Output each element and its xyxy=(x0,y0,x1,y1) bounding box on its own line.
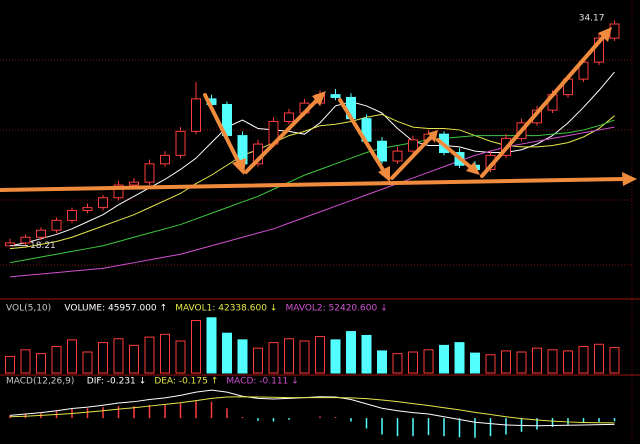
volume-bar xyxy=(594,343,604,374)
volume-bar xyxy=(268,342,279,374)
volume-bar xyxy=(439,344,449,374)
candle-body xyxy=(98,197,108,209)
legend-arrow: ↓ xyxy=(139,377,147,387)
volume-bar xyxy=(160,333,170,374)
volume-bar xyxy=(5,355,15,374)
volume-bar xyxy=(315,336,325,374)
volume-bar xyxy=(222,332,232,374)
candle-body xyxy=(330,94,341,98)
volume-bar xyxy=(454,342,465,374)
volume-bar xyxy=(423,349,434,374)
legend-arrow: ↑ xyxy=(211,377,219,387)
volume-bar xyxy=(237,339,248,374)
volume-bar xyxy=(516,351,527,374)
dif-line xyxy=(9,389,615,427)
volume-bar xyxy=(36,353,46,374)
volume-bar xyxy=(51,345,62,374)
legend-arrow: ↓ xyxy=(380,304,388,314)
volume-bar xyxy=(377,350,387,374)
candle-body xyxy=(609,23,620,39)
volume-bar xyxy=(578,345,589,374)
volume-bar xyxy=(206,317,217,374)
legend-label: VOLUME: 45957.000 xyxy=(64,304,157,314)
candle-body xyxy=(408,139,418,152)
trend-annotations xyxy=(0,33,626,192)
legend-label: DIF: -0.231 xyxy=(87,377,136,387)
legend-arrow: ↓ xyxy=(270,304,278,314)
candle-body xyxy=(51,219,62,231)
volume-bar xyxy=(98,342,108,374)
candle-body xyxy=(191,98,201,132)
volume-bar xyxy=(191,320,201,374)
legend-arrow: ↓ xyxy=(291,377,299,387)
price-mark: 18.21 xyxy=(30,241,56,251)
volume-bar xyxy=(346,331,356,374)
volume-bar xyxy=(361,334,372,374)
volume-bar xyxy=(501,350,511,374)
candle-body xyxy=(36,229,46,238)
panel-title: VOL(5,10) xyxy=(6,304,51,314)
candle-body xyxy=(175,130,186,156)
candle-body xyxy=(129,181,139,186)
candle-body xyxy=(594,37,604,63)
dea-line xyxy=(9,396,615,424)
volume-bar xyxy=(470,352,480,374)
volume-bar xyxy=(330,339,341,374)
volume-bar xyxy=(299,340,310,374)
candle-body xyxy=(82,207,93,211)
volume-bar xyxy=(113,338,124,374)
candle-body xyxy=(144,163,155,183)
candle-body xyxy=(284,112,294,122)
volume-bar xyxy=(82,351,93,374)
arrow-heads xyxy=(232,27,637,186)
volume-bar xyxy=(392,353,403,374)
volume-bar xyxy=(284,338,294,374)
volume-bar xyxy=(67,339,77,374)
legend-label: MAVOL2: 52420.600 xyxy=(285,304,377,314)
candle-body xyxy=(377,140,387,162)
legend-label: DEA: -0.175 xyxy=(154,377,208,387)
moving-average-line xyxy=(9,113,615,250)
volume-bar xyxy=(20,349,31,374)
legend-label: MAVOL1: 42338.600 xyxy=(175,304,267,314)
volume-bar xyxy=(144,336,155,374)
moving-average-line xyxy=(9,71,615,247)
legend-label: MACD: -0.111 xyxy=(226,377,288,387)
moving-average-line xyxy=(9,119,615,264)
volume-bar xyxy=(408,351,418,374)
candle-body xyxy=(67,209,77,221)
volume-bar xyxy=(129,344,139,374)
volume-bar xyxy=(253,347,263,374)
candle-body xyxy=(113,184,124,199)
volume-bar xyxy=(485,354,496,374)
panel-title: MACD(12,26,9) xyxy=(6,377,74,387)
price-mark: 34.17 xyxy=(579,14,605,24)
volume-bar xyxy=(175,340,186,374)
candle-body xyxy=(392,150,403,162)
legend-arrow: ↑ xyxy=(160,304,168,314)
candle-body xyxy=(20,236,31,244)
volume-bar xyxy=(609,347,620,374)
volume-bar xyxy=(563,350,573,374)
candle-body xyxy=(160,154,170,165)
moving-average-line xyxy=(9,126,615,278)
volume-bar xyxy=(532,347,542,374)
volume-bar xyxy=(547,349,558,374)
